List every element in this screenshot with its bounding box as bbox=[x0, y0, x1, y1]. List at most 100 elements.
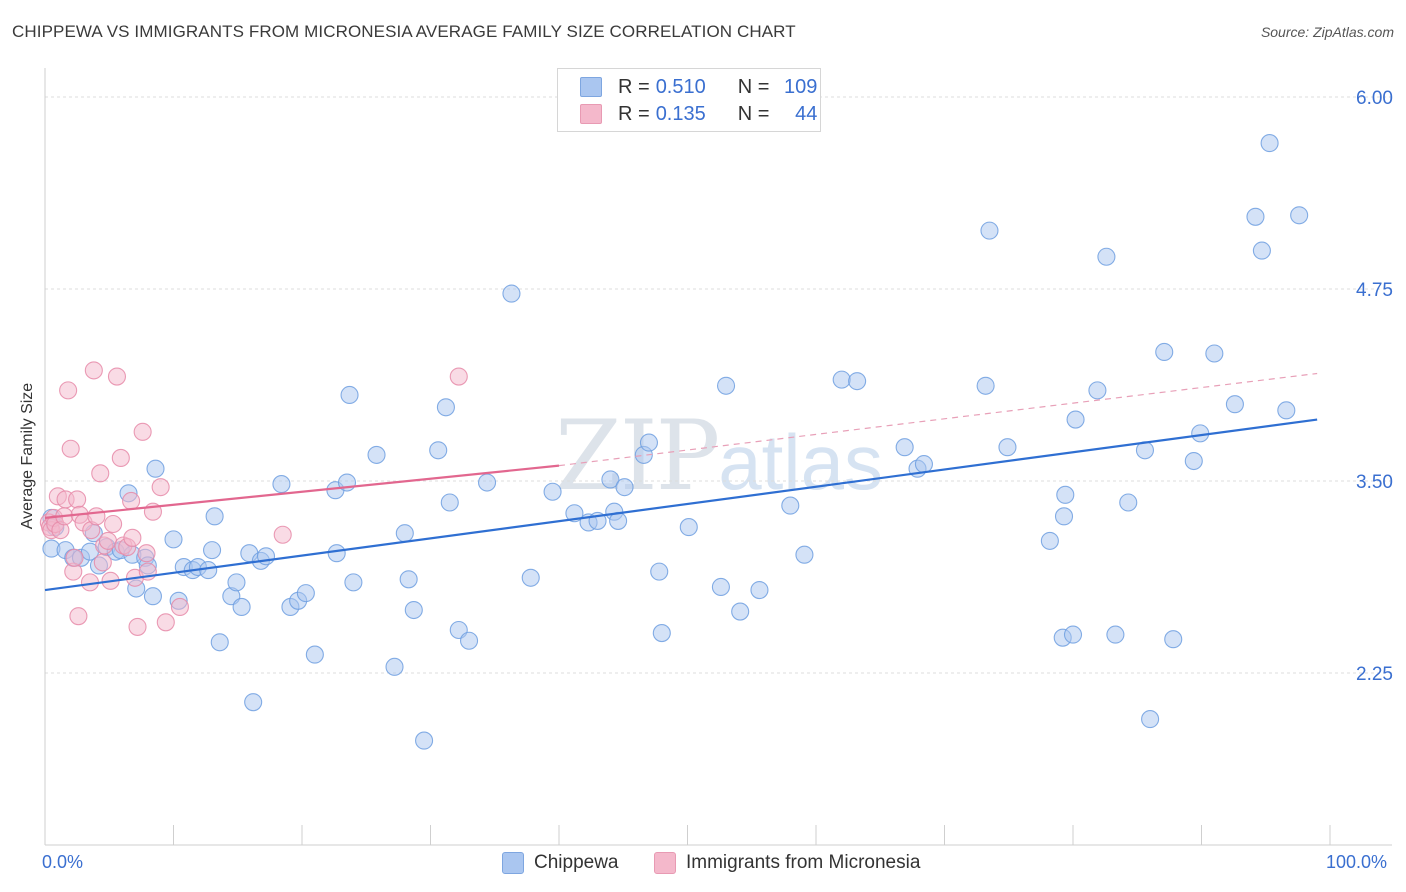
chippewa-trend-line bbox=[44, 418, 1318, 592]
chippewa-point bbox=[440, 493, 459, 512]
chippewa-point bbox=[750, 581, 769, 600]
chippewa-point bbox=[502, 284, 521, 303]
series-legend-label: Immigrants from Micronesia bbox=[686, 852, 921, 873]
chippewa-point bbox=[1155, 342, 1174, 362]
micronesia-trend-line bbox=[44, 464, 560, 519]
chippewa-point bbox=[652, 624, 671, 643]
micronesia-point bbox=[59, 381, 78, 400]
chippewa-point bbox=[1066, 410, 1085, 429]
chippewa-point bbox=[344, 573, 363, 592]
series-legend-label: Chippewa bbox=[534, 852, 619, 873]
chippewa-point bbox=[1252, 241, 1271, 260]
micronesia-point bbox=[65, 548, 84, 567]
chippewa-point bbox=[1054, 507, 1074, 526]
chippewa-point bbox=[716, 376, 736, 395]
micronesia-point bbox=[104, 514, 123, 534]
x-tick-label-max: 100.0% bbox=[1326, 852, 1388, 872]
watermark: ZIPatlas bbox=[555, 400, 883, 512]
chippewa-point bbox=[1277, 401, 1296, 420]
chippewa-point bbox=[998, 438, 1017, 457]
legend-r-value: 0.510 bbox=[655, 75, 706, 98]
legend-n-label: N = bbox=[737, 102, 770, 125]
chippewa-point bbox=[1063, 625, 1083, 644]
chippewa-point bbox=[203, 541, 222, 560]
axes bbox=[44, 68, 1392, 846]
micronesia-point bbox=[107, 367, 127, 386]
chart-title: CHIPPEWA VS IMMIGRANTS FROM MICRONESIA A… bbox=[12, 22, 796, 41]
chippewa-point bbox=[914, 455, 933, 474]
chippewa-point bbox=[711, 577, 730, 597]
series-micronesia-points bbox=[39, 361, 468, 636]
micronesia-point bbox=[98, 531, 118, 550]
chippewa-point bbox=[1164, 630, 1183, 649]
chippewa-point bbox=[1205, 344, 1224, 363]
micronesia-point bbox=[151, 478, 170, 497]
chippewa-point bbox=[795, 545, 814, 564]
source-label: Source: ZipAtlas.com bbox=[1260, 24, 1394, 40]
micronesia-point bbox=[123, 528, 142, 547]
chippewa-point bbox=[404, 600, 423, 620]
chippewa-point bbox=[731, 602, 750, 621]
micronesia-point bbox=[84, 361, 103, 380]
legend-r-label: R = bbox=[618, 75, 650, 98]
chippewa-point bbox=[296, 584, 315, 603]
chippewa-point bbox=[232, 597, 251, 617]
x-tick-label-min: 0.0% bbox=[42, 852, 84, 872]
chippewa-point bbox=[415, 731, 434, 750]
chippewa-point bbox=[1097, 247, 1116, 266]
micronesia-point bbox=[170, 597, 189, 617]
micronesia-point bbox=[87, 507, 106, 526]
chippewa-point bbox=[477, 473, 497, 492]
legend-r-value: 0.135 bbox=[655, 102, 706, 125]
chippewa-point bbox=[205, 507, 224, 526]
chippewa-point bbox=[1225, 395, 1244, 414]
micronesia-point bbox=[128, 617, 147, 636]
series-swatch-micronesia bbox=[654, 852, 676, 874]
micronesia-point bbox=[61, 439, 80, 458]
watermark-atlas: atlas bbox=[718, 418, 883, 506]
micronesia-point bbox=[156, 613, 175, 632]
micronesia-point bbox=[93, 553, 112, 572]
series-legend-micronesia: Immigrants from Micronesia bbox=[654, 852, 920, 874]
chippewa-point bbox=[1106, 625, 1125, 644]
micronesia-point bbox=[111, 448, 130, 468]
legend-n-label: N = bbox=[737, 75, 770, 98]
micronesia-point bbox=[273, 525, 292, 544]
chippewa-point bbox=[143, 587, 162, 606]
chippewa-point bbox=[639, 433, 659, 452]
micronesia-point bbox=[137, 544, 156, 563]
chippewa-point bbox=[227, 573, 246, 592]
series-legend-chippewa: Chippewa bbox=[502, 852, 619, 874]
chippewa-point bbox=[832, 370, 851, 389]
legend-swatch-chippewa bbox=[580, 77, 602, 97]
chippewa-point bbox=[980, 221, 999, 240]
chippewa-point bbox=[327, 544, 346, 563]
micronesia-point bbox=[122, 491, 141, 511]
chippewa-point bbox=[436, 398, 455, 417]
chippewa-point bbox=[601, 470, 620, 489]
chippewa-point bbox=[679, 518, 698, 537]
chippewa-point bbox=[146, 459, 165, 478]
legend-n-value: 109 bbox=[784, 75, 818, 98]
micronesia-point bbox=[69, 607, 88, 626]
chippewa-point bbox=[395, 524, 414, 543]
y-tick-label: 2.25 bbox=[1356, 664, 1393, 685]
chippewa-point bbox=[976, 376, 995, 395]
chippewa-point bbox=[895, 438, 914, 457]
legend-swatch-micronesia bbox=[580, 104, 602, 124]
trend-lines bbox=[44, 372, 1318, 592]
chippewa-point bbox=[1260, 134, 1279, 153]
legend-n-value: 44 bbox=[795, 102, 818, 125]
chippewa-point bbox=[272, 475, 291, 494]
chippewa-point bbox=[305, 645, 324, 664]
chippewa-point bbox=[429, 441, 448, 460]
series-swatch-chippewa bbox=[502, 852, 524, 874]
micronesia-point bbox=[449, 367, 468, 386]
chippewa-point bbox=[781, 496, 800, 515]
chippewa-point bbox=[521, 568, 540, 587]
chippewa-point bbox=[459, 631, 479, 650]
legend-row-chippewa: R = 0.510 N = 109 bbox=[580, 74, 817, 100]
chippewa-point bbox=[1246, 207, 1265, 226]
y-tick-labels: 2.25 3.50 4.75 6.00 bbox=[1356, 88, 1393, 685]
